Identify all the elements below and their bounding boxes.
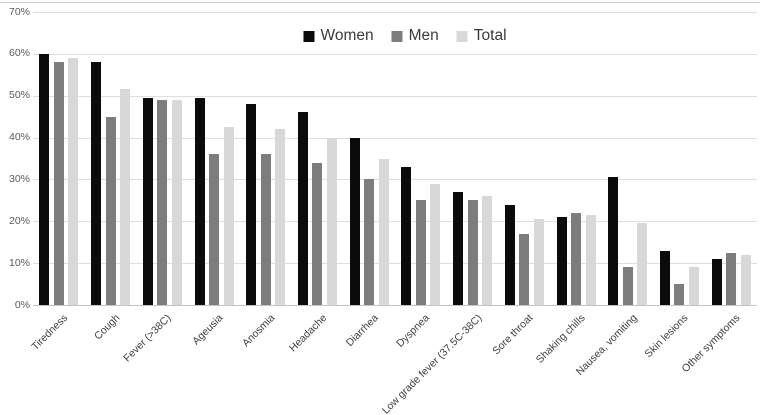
legend-label-women: Women — [320, 27, 374, 44]
bar — [556, 217, 567, 305]
x-axis-label: Fever (>38C) — [121, 312, 174, 365]
y-axis-tick-label: 40% — [8, 131, 30, 144]
bar — [740, 254, 751, 305]
bar — [659, 250, 670, 305]
bar — [105, 116, 116, 305]
figure-top-border — [0, 2, 760, 3]
gridline — [33, 221, 757, 223]
gridline — [33, 263, 757, 265]
bar — [453, 191, 464, 305]
bar — [194, 97, 205, 305]
y-axis-tick-label: 20% — [8, 214, 30, 227]
bar — [120, 89, 131, 305]
bar — [171, 99, 182, 305]
y-axis-tick-label: 30% — [8, 172, 30, 185]
gridline — [33, 137, 757, 139]
bar — [349, 137, 360, 305]
legend-swatch-women — [303, 30, 315, 42]
bar — [39, 53, 50, 305]
y-axis-tick-label: 70% — [8, 5, 30, 18]
x-axis-label: Low grade fever (37.5C-38C) — [379, 312, 485, 415]
x-axis-label: Tiredness — [29, 312, 71, 353]
bar — [415, 200, 426, 305]
bar — [312, 162, 323, 305]
bar — [142, 97, 153, 305]
x-axis-label: Skin lesions — [642, 312, 691, 361]
x-axis-label: Shaking chills — [533, 312, 588, 366]
bar — [674, 284, 685, 305]
chart-legend: Women Men Total — [303, 27, 507, 45]
y-axis-tick-label: 60% — [8, 47, 30, 60]
legend-item-total: Total — [456, 27, 507, 45]
legend-swatch-total — [456, 30, 468, 42]
bar — [246, 104, 257, 305]
gridline — [33, 53, 757, 55]
legend-swatch-men — [391, 30, 403, 42]
bar — [53, 62, 64, 305]
x-axis-label: Sore throat — [490, 312, 536, 358]
legend-label-men: Men — [408, 27, 439, 44]
x-axis-label: Ageusia — [190, 312, 226, 348]
bar — [519, 233, 530, 305]
bar — [157, 99, 168, 305]
bar — [378, 158, 389, 305]
bar — [91, 62, 102, 305]
bar — [533, 219, 544, 305]
bar — [467, 200, 478, 305]
bar — [209, 154, 219, 305]
bar — [608, 177, 619, 305]
y-axis-tick-label: 10% — [8, 256, 30, 269]
gridline — [33, 179, 757, 181]
bar — [223, 127, 234, 305]
x-axis-label: Anosmia — [239, 312, 278, 350]
legend-item-men: Men — [391, 27, 439, 45]
bar — [260, 154, 271, 305]
x-axis-label: Cough — [91, 312, 123, 343]
bar — [401, 166, 412, 305]
gridline — [33, 95, 757, 97]
bar — [297, 112, 308, 305]
bar — [275, 129, 286, 305]
bar — [68, 58, 79, 305]
legend-label-total: Total — [473, 27, 507, 44]
bar — [482, 196, 493, 305]
bar — [571, 212, 581, 305]
bar — [326, 137, 337, 305]
gridline — [33, 305, 757, 306]
bar — [622, 267, 633, 305]
bar — [430, 183, 441, 305]
bar — [585, 215, 596, 305]
x-axis-label: Diarrhea — [343, 312, 381, 349]
bar — [711, 258, 722, 305]
bar — [688, 267, 699, 305]
bar — [504, 204, 515, 305]
y-axis-tick-label: 0% — [14, 298, 30, 311]
x-axis-label: Headache — [286, 312, 329, 355]
legend-item-women: Women — [303, 27, 374, 45]
bar — [364, 179, 375, 305]
y-axis-tick-label: 50% — [8, 89, 30, 102]
x-axis-label: Dyspnea — [394, 312, 433, 350]
gridline — [33, 12, 757, 13]
bar — [726, 252, 737, 305]
bar — [637, 223, 648, 305]
